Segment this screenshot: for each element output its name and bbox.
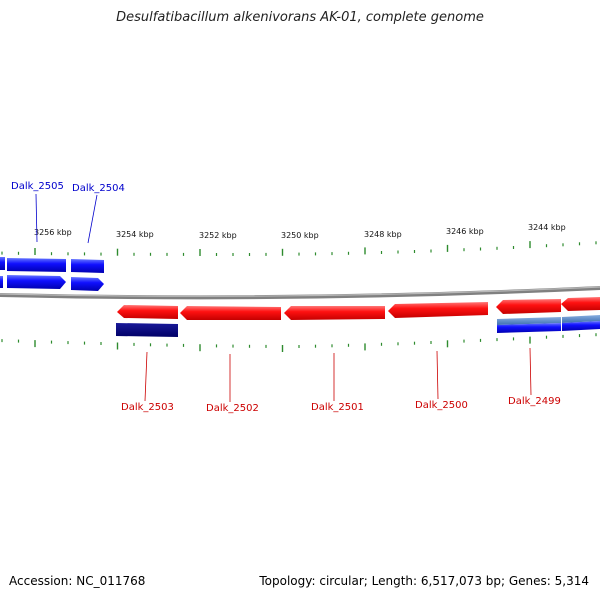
feature-block	[497, 323, 561, 333]
gene-arrow	[71, 259, 104, 273]
feature-block	[562, 321, 600, 331]
label-leaders	[35, 193, 532, 402]
gene-arrow	[0, 276, 3, 288]
gene-arrow	[7, 275, 66, 289]
gene-label[interactable]: Dalk_2499	[508, 396, 561, 407]
feature-block	[562, 315, 600, 323]
gene-arrow	[284, 306, 385, 320]
other-features	[116, 315, 600, 337]
gene-arrow	[388, 302, 488, 318]
gene-arrow	[71, 277, 104, 291]
gene-label[interactable]: Dalk_2505	[11, 181, 64, 192]
scale-label: 3244 kbp	[528, 223, 566, 232]
reverse-genes	[117, 297, 600, 320]
genome-title: Desulfatibacillum alkenivorans AK-01, co…	[116, 10, 484, 25]
feature-block	[116, 323, 178, 337]
forward-genes	[0, 257, 104, 291]
scale-ticks-bottom	[1, 333, 597, 352]
scale-label: 3246 kbp	[446, 227, 484, 236]
gene-label[interactable]: Dalk_2503	[121, 402, 174, 413]
genome-backbone	[0, 286, 600, 300]
gene-label[interactable]: Dalk_2504	[72, 183, 125, 194]
gene-label[interactable]: Dalk_2501	[311, 402, 364, 413]
scale-ticks-top	[1, 241, 597, 256]
gene-labels: Dalk_2505 Dalk_2504 Dalk_2503 Dalk_2502 …	[11, 181, 561, 414]
scale-label: 3254 kbp	[116, 230, 154, 239]
gene-arrow	[0, 257, 5, 270]
scale-label: 3252 kbp	[199, 231, 237, 240]
scale-label: 3250 kbp	[281, 231, 319, 240]
scale-labels: 3256 kbp 3254 kbp 3252 kbp 3250 kbp 3248…	[34, 223, 566, 240]
gene-label[interactable]: Dalk_2502	[206, 403, 259, 414]
genome-summary: Topology: circular; Length: 6,517,073 bp…	[259, 574, 589, 588]
accession-label: Accession: NC_011768	[9, 574, 146, 588]
feature-block	[497, 317, 561, 325]
scale-label: 3248 kbp	[364, 230, 402, 239]
gene-arrow	[496, 299, 561, 314]
gene-arrow	[117, 305, 178, 319]
gene-label[interactable]: Dalk_2500	[415, 400, 468, 411]
scale-label: 3256 kbp	[34, 228, 72, 237]
gene-arrow	[561, 297, 600, 311]
gene-arrow	[180, 306, 281, 320]
gene-arrow	[7, 258, 66, 272]
